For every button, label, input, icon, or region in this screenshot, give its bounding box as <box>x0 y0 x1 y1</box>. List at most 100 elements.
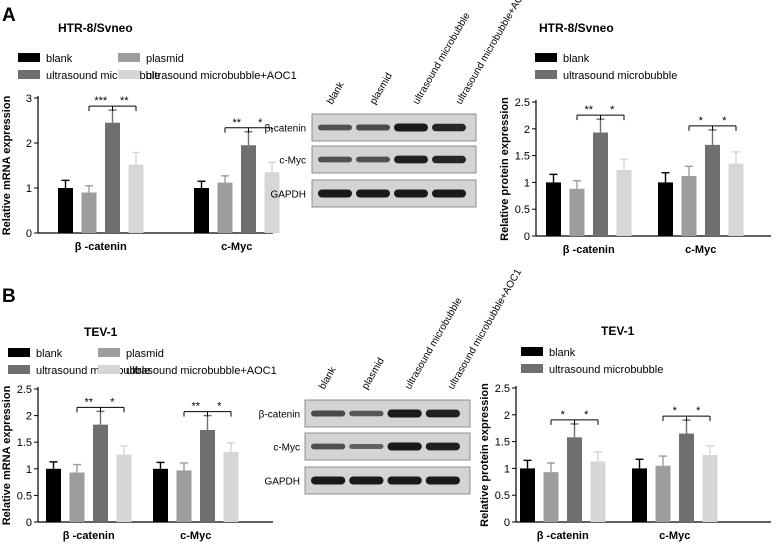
significance-label: * <box>722 115 727 127</box>
legend-swatch-1 <box>18 53 40 62</box>
bar <box>569 188 585 236</box>
significance-label: ** <box>232 117 241 129</box>
significance-label: * <box>610 104 615 116</box>
bar <box>105 122 120 233</box>
x-tick-label: c-Myc <box>685 244 716 256</box>
bar <box>58 188 73 233</box>
blot-band <box>318 156 352 163</box>
y-tick-label: 1 <box>504 463 510 475</box>
blot-band <box>318 124 352 131</box>
blot-band <box>432 123 466 132</box>
significance-label: ** <box>584 104 593 116</box>
significance-label: ** <box>191 401 200 413</box>
bar <box>264 172 280 233</box>
blot-lane-label: plasmid <box>368 71 395 106</box>
blot-band <box>387 409 422 418</box>
y-tick-label: 0 <box>524 231 530 243</box>
bar <box>81 192 97 233</box>
y-tick-label: 1.5 <box>515 151 530 163</box>
y-tick-label: 1 <box>26 464 32 476</box>
bar <box>632 468 647 522</box>
panel-label-a: A <box>2 5 16 26</box>
significance-label: * <box>696 405 701 417</box>
legend-label-2: plasmid <box>146 53 184 65</box>
legend-label-4: ultrasound microbubble+AOC1 <box>126 365 277 377</box>
blot-band <box>394 155 428 164</box>
bar <box>520 468 535 522</box>
legend-swatch-1 <box>8 348 30 357</box>
blot-band <box>349 476 384 485</box>
bar <box>223 451 239 522</box>
blot-row-label: β-catenin <box>265 124 306 135</box>
y-tick-label: 2.5 <box>515 97 530 109</box>
significance-label: ** <box>120 95 129 107</box>
blot-band <box>387 476 422 485</box>
bar <box>681 175 697 236</box>
bar <box>93 424 108 522</box>
blot-band <box>311 410 346 417</box>
blot-row-label: c-Myc <box>273 443 300 454</box>
blot-row-label: β-catenin <box>259 410 300 421</box>
legend-label-3: ultrasound microbubble <box>36 365 150 377</box>
significance-label: * <box>561 409 566 421</box>
significance-label: ** <box>84 396 93 408</box>
bar <box>176 470 192 522</box>
legend-label-1: blank <box>549 347 576 359</box>
bar <box>194 188 209 233</box>
legend-label-4: ultrasound microbubble+AOC1 <box>146 70 297 82</box>
blot-band <box>356 189 390 198</box>
blot-band <box>394 123 428 132</box>
chart-title: TEV-1 <box>84 325 118 339</box>
significance-label: * <box>673 405 678 417</box>
blot-row-label: c-Myc <box>279 156 306 167</box>
bar <box>655 465 671 522</box>
legend-swatch-2 <box>98 348 120 357</box>
blot-band <box>432 189 466 198</box>
bar <box>69 472 85 522</box>
y-tick-label: 0.5 <box>17 490 32 502</box>
x-tick-label: β -catenin <box>75 241 127 253</box>
bar <box>128 164 144 233</box>
chart-1: HTR-8/Svneo blank plasmid ultrasound microb… <box>1 21 297 253</box>
y-tick-label: 2 <box>504 410 510 422</box>
bar <box>546 182 561 236</box>
legend-label-2: plasmid <box>126 348 164 360</box>
bar <box>217 182 233 233</box>
western-blot-1: blank plasmid ultrasound microbubbleultras… <box>265 0 532 208</box>
bar <box>702 455 718 522</box>
blot-band <box>349 410 384 417</box>
significance-label: * <box>258 117 263 129</box>
blot-band <box>425 476 460 485</box>
blot-band <box>356 124 390 131</box>
y-tick-label: 2 <box>26 411 32 423</box>
blot-band <box>349 444 384 449</box>
y-tick-label: 1 <box>524 177 530 189</box>
chart-title: HTR-8/Svneo <box>58 21 133 35</box>
y-tick-label: 3 <box>26 93 32 105</box>
panel-label-b: B <box>2 286 16 307</box>
significance-label: *** <box>94 95 108 107</box>
blot-lane-label: blank <box>325 79 347 106</box>
legend-swatch-4 <box>118 70 140 79</box>
y-tick-label: 2.5 <box>495 383 510 395</box>
x-tick-label: c-Myc <box>180 530 211 542</box>
y-axis-label: Relative mRNA expression <box>1 95 13 235</box>
blot-band <box>356 156 390 163</box>
legend-swatch-3 <box>521 364 543 373</box>
y-axis-label: Relative mRNA expression <box>1 385 13 525</box>
y-axis-label: Relative protein expression <box>479 383 491 527</box>
bar <box>593 132 608 236</box>
bar <box>616 170 632 236</box>
legend-swatch-3 <box>535 70 557 79</box>
bar <box>46 468 61 522</box>
chart-title: TEV-1 <box>601 324 635 338</box>
legend-swatch-1 <box>521 347 543 356</box>
blot-lane-label: blank <box>317 364 339 391</box>
legend-swatch-3 <box>18 70 40 79</box>
legend-label-3: ultrasound microbubble <box>46 70 160 82</box>
x-tick-label: c-Myc <box>659 530 690 542</box>
legend-swatch-4 <box>98 365 120 374</box>
y-tick-label: 0 <box>504 517 510 529</box>
